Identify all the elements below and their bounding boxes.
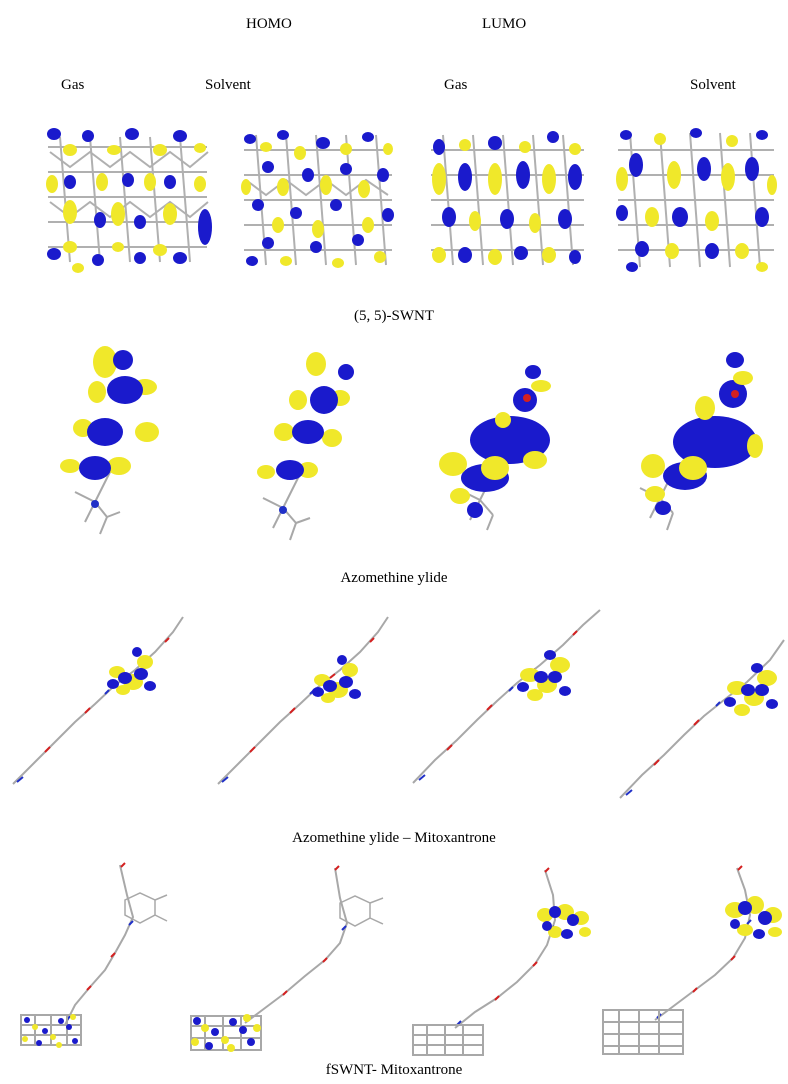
- swnt-homo-gas-image: [40, 122, 215, 277]
- fswnt-mitoxantrone-lumo-gas-image: [405, 860, 605, 1060]
- row-caption-swnt: (5, 5)-SWNT: [354, 308, 434, 324]
- swnt-homo-solvent-image: [238, 125, 398, 275]
- swnt-lumo-solvent-image: [612, 125, 780, 275]
- ylide-mitoxantrone-homo-solvent-image: [210, 612, 395, 797]
- ylide-lumo-solvent-image: [625, 348, 775, 538]
- fswnt-mitoxantrone-lumo-solvent-image: [595, 860, 785, 1060]
- ylide-mitoxantrone-lumo-gas-image: [405, 605, 605, 795]
- ylide-homo-solvent-image: [228, 348, 368, 548]
- row-caption-ylide-mitoxantrone: Azomethine ylide – Mitoxantrone: [292, 830, 496, 846]
- column-label-gas-lumo: Gas: [444, 77, 468, 93]
- lumo-header: LUMO: [482, 16, 527, 32]
- homo-header: HOMO: [246, 16, 292, 32]
- column-label-solvent-lumo: Solvent: [690, 77, 736, 93]
- column-label-gas-homo: Gas: [61, 77, 85, 93]
- column-label-solvent-homo: Solvent: [205, 77, 251, 93]
- row-caption-fswnt-mitoxantrone: fSWNT- Mitoxantrone: [325, 1062, 463, 1078]
- row-caption-ylide: Azomethine ylide: [340, 570, 448, 586]
- ylide-lumo-gas-image: [425, 360, 575, 540]
- ylide-mitoxantrone-homo-gas-image: [5, 612, 190, 797]
- fswnt-mitoxantrone-homo-solvent-image: [185, 858, 395, 1058]
- fswnt-mitoxantrone-homo-gas-image: [15, 855, 175, 1055]
- ylide-homo-gas-image: [35, 342, 175, 542]
- ylide-mitoxantrone-lumo-solvent-image: [612, 630, 788, 810]
- swnt-lumo-gas-image: [425, 125, 590, 275]
